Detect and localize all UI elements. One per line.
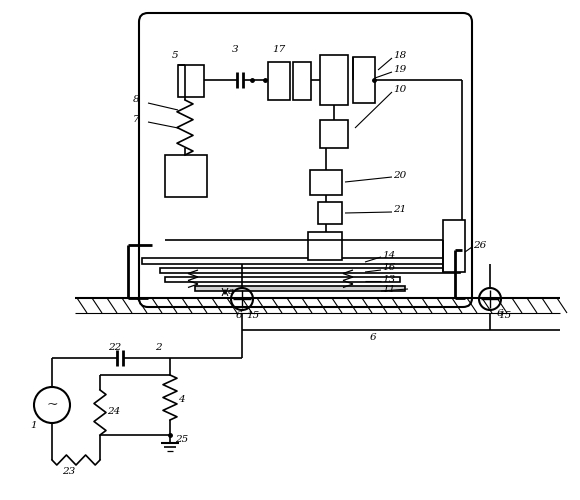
Bar (308, 232, 342, 260)
Text: 26: 26 (473, 240, 486, 250)
Text: 6: 6 (236, 312, 242, 320)
Bar (320, 120, 348, 148)
Bar (160, 268, 460, 273)
Text: 23: 23 (62, 468, 75, 476)
Bar (353, 57, 375, 103)
Text: 3: 3 (232, 46, 238, 54)
Bar (293, 62, 311, 100)
Bar (195, 286, 405, 291)
Text: 10: 10 (393, 86, 406, 94)
Text: 25: 25 (175, 436, 188, 444)
Bar (178, 65, 204, 97)
Bar (320, 55, 348, 105)
Text: 2: 2 (155, 344, 162, 352)
Text: ~: ~ (46, 398, 58, 412)
Bar (165, 277, 400, 282)
Text: 15: 15 (498, 312, 511, 320)
Text: 8: 8 (133, 96, 140, 104)
Text: 4: 4 (178, 396, 184, 404)
Text: 5: 5 (172, 52, 179, 60)
Bar (443, 220, 465, 272)
Bar (268, 62, 290, 100)
Text: 21: 21 (393, 206, 406, 214)
Text: 1: 1 (30, 420, 37, 430)
Text: 20: 20 (393, 170, 406, 179)
Bar (310, 170, 342, 195)
Bar (142, 258, 460, 264)
Text: 7: 7 (133, 116, 140, 124)
Text: 15: 15 (246, 312, 259, 320)
Text: a: a (228, 288, 234, 296)
Text: 16: 16 (382, 264, 395, 272)
Text: 17: 17 (272, 46, 285, 54)
Bar (165, 155, 207, 197)
Text: 6: 6 (497, 310, 503, 318)
Text: 18: 18 (393, 50, 406, 59)
Text: 22: 22 (108, 344, 121, 352)
Text: 13: 13 (382, 274, 395, 283)
Text: 6: 6 (370, 334, 376, 342)
Text: 14: 14 (382, 250, 395, 260)
Bar (318, 202, 342, 224)
Text: 11: 11 (382, 286, 395, 294)
Text: 19: 19 (393, 66, 406, 74)
Text: 24: 24 (107, 408, 120, 416)
